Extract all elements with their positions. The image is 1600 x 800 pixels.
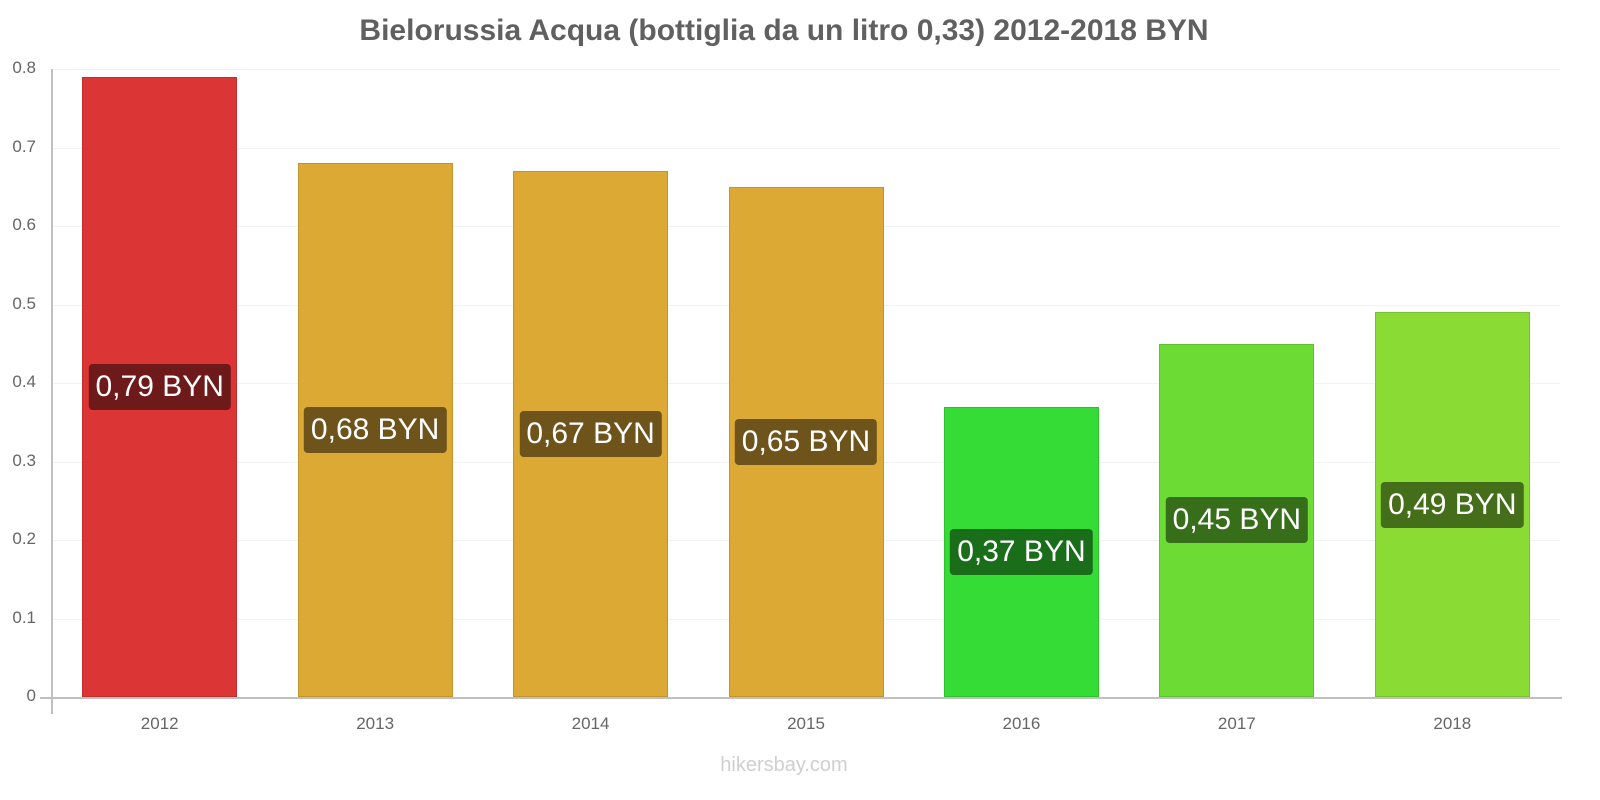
y-tick-label: 0.6 xyxy=(12,215,36,234)
x-tick-label: 2016 xyxy=(1002,714,1041,733)
x-axis xyxy=(40,697,1562,699)
x-tick-label: 2013 xyxy=(356,714,395,733)
source-watermark: hikersbay.com xyxy=(720,754,848,776)
gridline xyxy=(52,147,1560,149)
y-tick-label: 0 xyxy=(26,686,36,705)
data-label: 0,79 BYN xyxy=(88,363,231,410)
y-tick-label: 0.2 xyxy=(12,529,36,548)
x-tick-label: 2012 xyxy=(140,714,179,733)
y-tick-label: 0.5 xyxy=(12,293,36,313)
x-tick-label: 2015 xyxy=(787,714,825,733)
y-tick-label: 0.1 xyxy=(12,607,36,627)
y-tick-label: 0.4 xyxy=(12,372,36,391)
data-label: 0,65 BYN xyxy=(734,418,878,465)
data-label: 0,49 BYN xyxy=(1381,481,1524,528)
y-tick-label: 0.7 xyxy=(12,136,36,156)
data-label: 0,68 BYN xyxy=(303,407,447,454)
y-tick-label: 0.3 xyxy=(12,450,36,470)
y-tick-label: 0.8 xyxy=(12,58,36,77)
gridline xyxy=(52,69,1560,70)
y-axis xyxy=(51,69,53,714)
x-tick-label: 2017 xyxy=(1217,714,1256,733)
x-tick-label: 2018 xyxy=(1433,714,1472,733)
data-label: 0,37 BYN xyxy=(950,528,1093,575)
x-tick-label: 2014 xyxy=(571,714,610,733)
data-label: 0,67 BYN xyxy=(519,411,662,458)
data-label: 0,45 BYN xyxy=(1165,497,1309,544)
chart-title: Bielorussia Acqua (bottiglia da un litro… xyxy=(359,14,1209,47)
